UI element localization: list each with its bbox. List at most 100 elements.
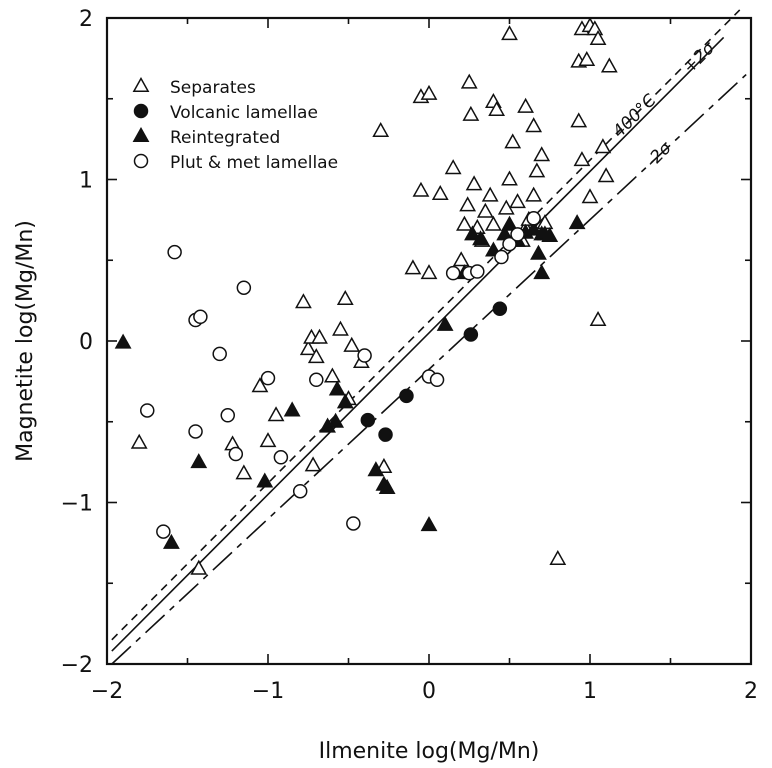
data-point <box>220 408 235 423</box>
data-point <box>502 236 517 252</box>
data-point <box>541 226 559 243</box>
y-tick-label: 1 <box>79 169 93 194</box>
data-point <box>251 377 269 393</box>
data-point <box>295 293 312 309</box>
data-point <box>589 310 607 327</box>
data-point <box>420 84 438 100</box>
data-point <box>292 483 308 499</box>
data-point <box>509 193 526 209</box>
plot-area <box>105 16 753 666</box>
data-point <box>420 264 438 280</box>
data-point <box>311 328 328 344</box>
data-point <box>336 289 354 306</box>
data-point <box>190 559 208 575</box>
data-point <box>267 406 285 422</box>
legend-label: Plut & met lamellae <box>170 153 338 173</box>
data-point <box>525 186 543 202</box>
data-point <box>517 97 535 113</box>
data-point <box>228 446 244 462</box>
data-point <box>346 516 361 531</box>
data-point <box>336 393 354 409</box>
data-point <box>133 153 149 169</box>
data-point <box>530 244 547 260</box>
x-tick-label: 2 <box>744 679 758 704</box>
data-point <box>212 346 227 362</box>
data-point <box>581 188 599 204</box>
data-point <box>510 227 525 242</box>
data-point <box>436 315 454 331</box>
data-point <box>573 151 591 167</box>
data-point <box>533 146 551 162</box>
data-point <box>399 388 414 404</box>
data-point <box>378 478 396 494</box>
data-point <box>460 73 478 89</box>
data-point <box>459 196 477 212</box>
data-point <box>323 367 341 383</box>
reference-line <box>111 73 747 665</box>
data-point <box>304 456 322 472</box>
data-point <box>273 450 289 465</box>
data-point <box>494 249 509 265</box>
data-point <box>501 170 518 186</box>
data-point <box>525 117 543 133</box>
data-point <box>526 211 541 226</box>
data-point <box>476 202 494 218</box>
data-point <box>132 126 150 142</box>
legend-label: Volcanic lamellae <box>170 103 318 123</box>
y-tick-label: −1 <box>61 492 93 517</box>
data-point <box>501 25 518 41</box>
data-point <box>412 181 430 197</box>
data-point <box>488 101 506 117</box>
data-point <box>332 320 349 336</box>
legend-label: Reintegrated <box>170 128 280 148</box>
data-point <box>372 122 390 138</box>
data-point <box>472 230 489 246</box>
data-point <box>130 433 148 449</box>
data-point <box>156 524 171 539</box>
y-tick-label: 2 <box>79 7 93 32</box>
data-point <box>445 265 461 281</box>
axis-ticks: −2 −1 0 1 2 −2 −1 0 1 2 <box>61 7 758 704</box>
data-point <box>188 424 203 439</box>
data-point <box>375 457 393 473</box>
data-point <box>167 244 182 260</box>
data-point <box>235 464 253 480</box>
data-point <box>193 309 208 325</box>
data-point <box>568 214 586 230</box>
data-point <box>492 301 508 316</box>
data-point <box>462 105 480 121</box>
x-tick-label: 0 <box>422 679 436 704</box>
x-tick-label: 1 <box>583 679 597 704</box>
data-point <box>360 412 376 428</box>
data-point <box>470 264 485 279</box>
data-point <box>589 29 607 45</box>
data-point <box>525 220 543 236</box>
data-point <box>343 336 361 352</box>
data-point <box>600 57 618 73</box>
data-point <box>140 403 155 418</box>
data-point <box>309 372 324 388</box>
data-point <box>259 432 277 448</box>
data-point <box>367 461 385 477</box>
data-point <box>299 340 317 356</box>
data-point <box>528 162 546 178</box>
data-point <box>132 76 150 92</box>
data-point <box>256 472 274 488</box>
data-point <box>549 549 567 566</box>
x-tick-label: −1 <box>252 679 284 704</box>
data-point <box>501 215 518 231</box>
legend-label: Separates <box>170 78 256 98</box>
data-point <box>456 215 473 231</box>
data-point <box>114 333 132 349</box>
data-point <box>452 251 470 267</box>
legend: Separates Volcanic lamellae Reintegrated Pl… <box>132 76 338 173</box>
data-point <box>463 327 479 342</box>
data-point <box>431 184 449 201</box>
data-point <box>597 167 615 183</box>
data-point <box>533 264 551 280</box>
data-point <box>465 175 483 191</box>
data-point <box>133 103 149 119</box>
data-point <box>328 380 346 396</box>
data-point <box>378 427 393 442</box>
